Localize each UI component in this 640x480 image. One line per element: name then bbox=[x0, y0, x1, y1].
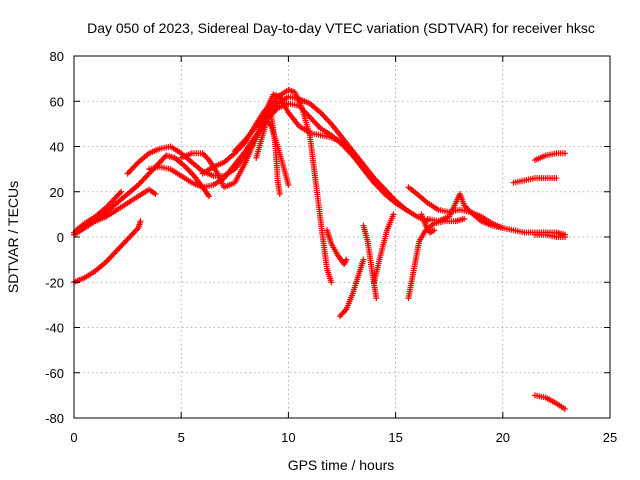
data-point bbox=[561, 405, 568, 412]
y-tick-label: 0 bbox=[57, 230, 64, 245]
series-track-22 bbox=[531, 231, 568, 240]
y-tick-label: 80 bbox=[50, 49, 64, 64]
series-track-9 bbox=[231, 86, 335, 286]
series-track-3 bbox=[71, 218, 144, 286]
series-track-4 bbox=[73, 188, 125, 234]
series-track-15 bbox=[405, 215, 468, 302]
series-track-14 bbox=[371, 211, 397, 286]
x-tick-label: 0 bbox=[70, 430, 77, 445]
data-point bbox=[206, 193, 213, 200]
axis-ticks bbox=[73, 55, 611, 419]
data-point bbox=[276, 191, 283, 198]
chart-title: Day 050 of 2023, Sidereal Day-to-day VTE… bbox=[87, 20, 595, 36]
data-point bbox=[204, 155, 211, 162]
data-point bbox=[152, 191, 159, 198]
data-point bbox=[342, 307, 349, 314]
data-point bbox=[390, 211, 397, 218]
x-tick-label: 25 bbox=[603, 430, 617, 445]
series-track-2 bbox=[71, 186, 159, 238]
series-track-21 bbox=[531, 392, 568, 412]
y-tick-label: 60 bbox=[50, 94, 64, 109]
series-track-18 bbox=[424, 191, 506, 231]
data-point bbox=[466, 207, 473, 214]
y-tick-label: -80 bbox=[45, 411, 64, 426]
data-point bbox=[561, 234, 568, 240]
grid-lines bbox=[74, 56, 610, 418]
data-point bbox=[461, 215, 468, 222]
data-point bbox=[285, 181, 292, 188]
data-point bbox=[403, 206, 410, 213]
y-tick-label: -20 bbox=[45, 275, 64, 290]
data-point bbox=[373, 295, 380, 302]
data-point bbox=[553, 175, 560, 182]
data-point bbox=[137, 218, 144, 225]
y-tick-label: -40 bbox=[45, 321, 64, 336]
series-track-11 bbox=[323, 227, 350, 268]
data-point bbox=[431, 227, 438, 234]
y-axis-title: SDTVAR / TECUs bbox=[5, 181, 21, 293]
y-tick-label: 40 bbox=[50, 140, 64, 155]
data-point bbox=[499, 224, 506, 231]
y-tick-labels: -80 -60 -40 -20 0 20 40 60 80 bbox=[45, 49, 64, 426]
x-tick-label: 15 bbox=[388, 430, 402, 445]
y-tick-label: 20 bbox=[50, 185, 64, 200]
data-point bbox=[371, 179, 378, 186]
x-tick-label: 5 bbox=[178, 430, 185, 445]
data-point bbox=[116, 190, 123, 197]
data-point bbox=[360, 256, 367, 263]
series-track-20 bbox=[531, 150, 568, 164]
series-track-16 bbox=[418, 211, 438, 236]
data-point bbox=[328, 279, 335, 286]
y-tick-label: -60 bbox=[45, 366, 64, 381]
x-tick-label: 10 bbox=[281, 430, 295, 445]
series-track-12 bbox=[336, 256, 367, 320]
data-points bbox=[71, 86, 568, 412]
data-point bbox=[118, 188, 125, 195]
series-track-19 bbox=[510, 175, 560, 186]
x-tick-labels: 0 5 10 15 20 25 bbox=[70, 430, 617, 445]
data-point bbox=[343, 256, 350, 263]
x-axis-title: GPS time / hours bbox=[288, 457, 395, 473]
x-tick-label: 20 bbox=[496, 430, 510, 445]
data-point bbox=[561, 150, 568, 157]
series-track-10 bbox=[253, 116, 292, 188]
